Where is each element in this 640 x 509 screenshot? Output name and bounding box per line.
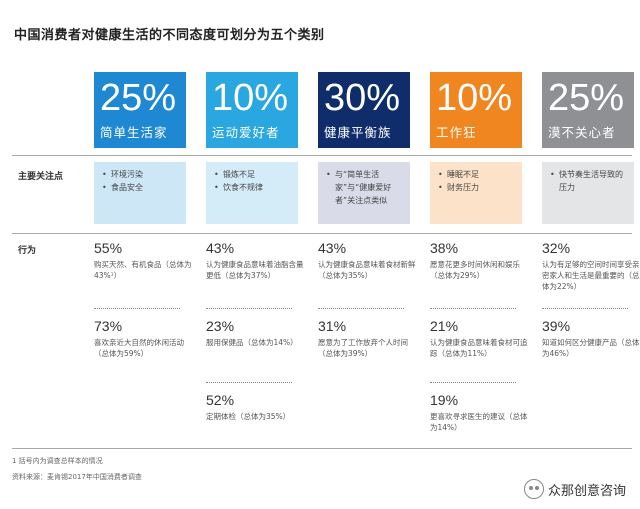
stat-value: 55% (94, 240, 123, 256)
stat-description: 愿意为了工作放弃个人时间（总体为39%） (318, 338, 408, 358)
behavior-stat: 39% 知道如何区分健康产品（总体为46%） (542, 318, 640, 359)
behavior-stat: 23% 服用保健品（总体为14%） (206, 318, 306, 348)
segment-percent: 25% (548, 77, 625, 119)
wechat-icon (523, 479, 544, 499)
stat-description: 认为健康食品意味着食材新鲜（总体为35%） (318, 260, 416, 280)
segment-name: 健康平衡族 (324, 125, 392, 140)
stat-separator (206, 382, 292, 383)
row-label-concerns: 主要关注点 (18, 172, 64, 182)
stat-separator (206, 308, 292, 309)
stat-value: 52% (206, 392, 235, 408)
stat-description: 更喜欢寻求医生的建议（总体为14%） (430, 412, 528, 432)
stat-value: 39% (542, 318, 571, 334)
behavior-stat: 21% 认为健康食品意味着食材可追踪（总体为11%） (430, 318, 530, 359)
stat-description: 认为有足够的空间时间享受亲密家人和生活是最重要的（总体为22%） (542, 260, 640, 291)
stat-description: 喜欢亲近大自然的休闲活动（总体为59%） (94, 338, 184, 358)
segment-concerns: 锻炼不足饮食不规律 (206, 162, 298, 224)
concern-item: 与“简单生活家”与“健康爱好者”关注点类似 (326, 168, 406, 207)
behavior-stat: 73% 喜欢亲近大自然的休闲活动（总体为59%） (94, 318, 194, 359)
segment-header: 10% 运动爱好者 (206, 72, 298, 148)
segment-percent: 30% (324, 77, 401, 119)
footnote: 1 括号内为调查总样本的情况 (12, 457, 103, 465)
watermark-text: 众那创意咨询 (547, 483, 626, 499)
stat-separator (94, 308, 180, 309)
stat-value: 19% (430, 392, 459, 408)
stat-value: 43% (206, 240, 235, 256)
segment-percent: 10% (436, 77, 513, 119)
segment-header: 10% 工作狂 (430, 72, 522, 148)
behavior-stat: 38% 愿意花更多时间休闲和娱乐（总体为29%） (430, 240, 530, 281)
stat-value: 32% (542, 240, 571, 256)
behavior-stat: 31% 愿意为了工作放弃个人时间（总体为39%） (318, 318, 418, 359)
segment-concerns: 快节奏生活导致的压力 (542, 162, 634, 224)
source-note: 资料来源：麦肯锡2017年中国消费者调查 (12, 473, 142, 481)
stat-separator (430, 308, 516, 309)
stat-description: 服用保健品（总体为14%） (206, 338, 298, 347)
stat-separator (542, 308, 628, 309)
behavior-stat: 43% 认为健康食品意味着食材新鲜（总体为35%） (318, 240, 418, 281)
stat-value: 21% (430, 318, 459, 334)
divider (12, 233, 632, 234)
segment-percent: 10% (212, 77, 289, 119)
segment-concerns: 环境污染食品安全 (94, 162, 186, 224)
stat-separator (318, 308, 404, 309)
segment-concerns: 睡眠不足财务压力 (430, 162, 522, 224)
behavior-stat: 19% 更喜欢寻求医生的建议（总体为14%） (430, 392, 530, 433)
stat-description: 认为健康食品意味着油脂含量更低（总体为37%） (206, 260, 304, 280)
segment-concerns: 与“简单生活家”与“健康爱好者”关注点类似 (318, 162, 410, 224)
concern-item: 饮食不规律 (214, 181, 294, 194)
concern-item: 财务压力 (438, 181, 518, 194)
behavior-stat: 43% 认为健康食品意味着油脂含量更低（总体为37%） (206, 240, 306, 281)
stat-description: 购买天然、有机食品（总体为43%¹） (94, 260, 192, 280)
concern-item: 睡眠不足 (438, 168, 518, 181)
concern-item: 环境污染 (102, 168, 182, 181)
divider (12, 155, 632, 156)
behavior-stat: 55% 购买天然、有机食品（总体为43%¹） (94, 240, 194, 281)
segment-header: 25% 漠不关心者 (542, 72, 634, 148)
segment-name: 简单生活家 (100, 125, 168, 140)
stat-description: 知道如何区分健康产品（总体为46%） (542, 338, 640, 358)
concern-item: 快节奏生活导致的压力 (550, 168, 630, 194)
segment-name: 工作狂 (436, 125, 477, 140)
watermark: 众那创意咨询 (523, 479, 626, 499)
concern-item: 锻炼不足 (214, 168, 294, 181)
segment-header: 25% 简单生活家 (94, 72, 186, 148)
stat-description: 认为健康食品意味着食材可追踪（总体为11%） (430, 338, 528, 358)
stat-description: 定期体检（总体为35%） (206, 412, 291, 421)
segment-name: 运动爱好者 (212, 125, 280, 140)
behavior-stat: 32% 认为有足够的空间时间享受亲密家人和生活是最重要的（总体为22%） (542, 240, 640, 292)
segment-percent: 25% (100, 77, 177, 119)
stat-value: 23% (206, 318, 235, 334)
row-label-behavior: 行为 (18, 246, 37, 256)
stat-value: 38% (430, 240, 459, 256)
segment-header: 30% 健康平衡族 (318, 72, 410, 148)
stat-separator (430, 382, 516, 383)
behavior-stat: 52% 定期体检（总体为35%） (206, 392, 306, 422)
stat-value: 31% (318, 318, 347, 334)
divider (12, 448, 632, 449)
stat-value: 43% (318, 240, 347, 256)
page-title: 中国消费者对健康生活的不同态度可划分为五个类别 (14, 28, 325, 43)
stat-value: 73% (94, 318, 123, 334)
segment-name: 漠不关心者 (548, 125, 616, 140)
concern-item: 食品安全 (102, 181, 182, 194)
stat-description: 愿意花更多时间休闲和娱乐（总体为29%） (430, 260, 520, 280)
